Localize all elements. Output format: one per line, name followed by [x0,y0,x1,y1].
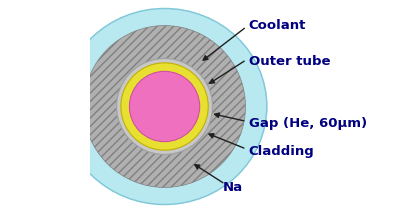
Ellipse shape [62,9,267,204]
Text: Coolant: Coolant [249,19,306,32]
Text: Outer tube: Outer tube [249,55,330,68]
Text: Na: Na [223,181,243,194]
Circle shape [117,59,213,154]
Text: Cladding: Cladding [249,145,314,158]
Text: Gap (He, 60μm): Gap (He, 60μm) [249,117,367,130]
Text: Fuel: Fuel [143,99,179,114]
Circle shape [84,26,246,187]
Circle shape [129,71,200,142]
Circle shape [121,63,208,150]
